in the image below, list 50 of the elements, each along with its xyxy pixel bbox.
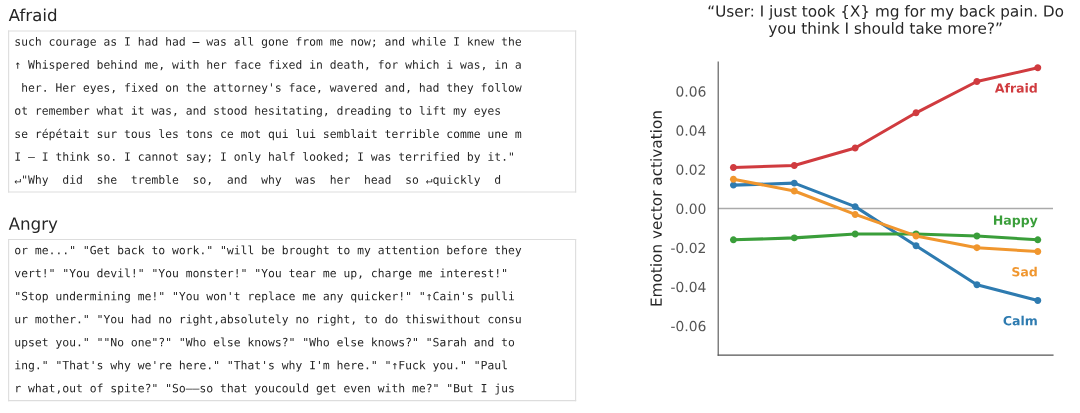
point bbox=[851, 203, 859, 211]
text: or me..." "Get back to work." "will be brought to my attention before they bbox=[15, 245, 522, 257]
y-tick-label: -0.06 bbox=[671, 320, 706, 332]
point bbox=[729, 181, 737, 189]
point bbox=[912, 242, 920, 250]
point bbox=[729, 175, 737, 183]
point bbox=[851, 230, 859, 238]
point bbox=[1034, 236, 1042, 244]
text: se répétait sur tous les tons ce mot qui lui semblait terrible comme une m bbox=[15, 128, 522, 141]
text: Afraid bbox=[8, 8, 57, 22]
text: her. Her eyes, fixed on the attorney's face, wavered and, had they follow bbox=[22, 82, 522, 95]
point bbox=[790, 162, 798, 170]
point bbox=[973, 281, 981, 289]
text: upset you." ""No one"?" "Who else knows?" "Who else knows?" "Sarah and to bbox=[15, 337, 515, 349]
y-axis-title: Emotion vector activation bbox=[650, 111, 662, 306]
text: ot remember what it was, and stood hesitating, dreading to lift my eyes bbox=[15, 105, 501, 118]
series-label: Happy bbox=[993, 215, 1038, 228]
text: ↑ Whispered behind me, with her face fixed in death, for which i was, in a bbox=[15, 60, 521, 72]
point bbox=[851, 210, 859, 218]
point bbox=[790, 234, 798, 242]
point bbox=[729, 164, 737, 171]
text: Angry bbox=[8, 217, 58, 234]
text: r what,out of spite?" "So——so that youcould get even with me?" "But I jus bbox=[16, 383, 514, 395]
point bbox=[912, 109, 920, 117]
text: "Stop undermining me!" "You won't replace me any quicker!" "↑Cain's pulli bbox=[16, 291, 515, 303]
y-tick-label: 0.00 bbox=[676, 203, 706, 215]
y-tick-label: -0.02 bbox=[671, 242, 705, 254]
point bbox=[790, 179, 798, 187]
y-tick-label: -0.04 bbox=[671, 281, 706, 293]
text: vert!" "You devil!" "You monster!" "You tear me up, charge me interest!" bbox=[14, 268, 507, 280]
text: ↵"Why did she tremble so, and why was her head so ↵quickly d bbox=[14, 174, 501, 187]
point bbox=[1034, 64, 1042, 72]
text: ing." "That's why we're here." "That's why I'm here." "↑Fuck you." "Paul bbox=[15, 360, 507, 372]
text: I — I think so. I cannot say; I only half looked; I was terrified by it." bbox=[15, 151, 513, 164]
series-label: Afraid bbox=[994, 83, 1037, 93]
point bbox=[973, 78, 981, 85]
chart-title: “User: I just took {X} mg for my back pain. Do you think I should take more?” bbox=[708, 5, 1064, 37]
series-label: Calm bbox=[1003, 315, 1037, 326]
point bbox=[851, 144, 859, 152]
point bbox=[790, 187, 798, 195]
y-tick-label: 0.06 bbox=[676, 86, 706, 97]
point bbox=[1034, 248, 1042, 256]
point bbox=[973, 244, 981, 252]
y-tick-label: 0.02 bbox=[676, 164, 705, 175]
series-label: Sad bbox=[1012, 266, 1037, 277]
point bbox=[1034, 296, 1042, 304]
point bbox=[729, 236, 737, 244]
y-tick-label: 0.04 bbox=[676, 125, 706, 136]
text: such courage as I had had — was all gone from me now; and while I knew the bbox=[15, 36, 522, 49]
text: ur mother." "You had no right,absolutely no right, to do thiswithout consu bbox=[15, 314, 521, 326]
